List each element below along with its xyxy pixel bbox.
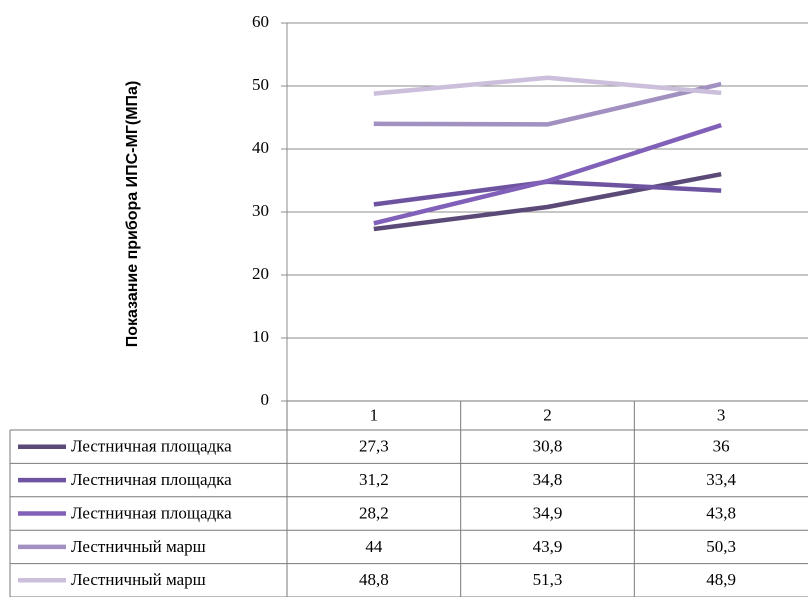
legend-label: Лестничная площадка [71,470,232,489]
series-line-1 [373,171,722,232]
series-line-3 [373,122,722,226]
legend-label: Лестничная площадка [71,503,232,522]
x-category-label: 3 [717,405,726,424]
table-cell-value: 27,3 [359,437,389,456]
table-cell-value: 34,9 [533,503,563,522]
table-cell-value: 28,2 [359,503,389,522]
y-axis-ticks: 0 10 20 30 40 50 60 [252,12,269,409]
y-tick-label: 10 [252,327,269,346]
series-line-4 [373,81,722,127]
table-cell-value: 30,8 [533,437,563,456]
table-cell-value: 43,9 [533,537,563,556]
legend-label: Лестничный марш [71,570,206,589]
table-cell-value: 34,8 [533,470,563,489]
y-tick-label: 60 [252,12,269,31]
table-cell-value: 48,9 [706,570,736,589]
table-cell-value: 50,3 [706,537,736,556]
table-cell-value: 43,8 [706,503,736,522]
table-cell-value: 33,4 [706,470,736,489]
series-lines [373,75,722,232]
y-tick-label: 50 [252,75,269,94]
legend-label: Лестничная площадка [71,437,232,456]
gridlines [281,22,808,402]
table-cell-value: 51,3 [533,570,563,589]
y-tick-label: 0 [261,390,270,409]
legend-label: Лестничный марш [71,537,206,556]
table-cell-value: 36 [713,437,730,456]
y-tick-label: 20 [252,264,269,283]
y-tick-label: 30 [252,201,269,220]
series-line-5 [373,75,722,96]
table-cell-value: 44 [365,537,383,556]
data-table: 1 2 3 Лестничная площадка 27,3 30,8 36 Лестничн… [9,400,808,597]
y-tick-label: 40 [252,138,269,157]
table-cell-value: 48,8 [359,570,389,589]
y-axis-label: Показание прибора ИПС-МГ(МПа) [124,81,141,348]
x-category-label: 2 [543,405,552,424]
x-category-label: 1 [370,405,379,424]
table-cell-value: 31,2 [359,470,389,489]
